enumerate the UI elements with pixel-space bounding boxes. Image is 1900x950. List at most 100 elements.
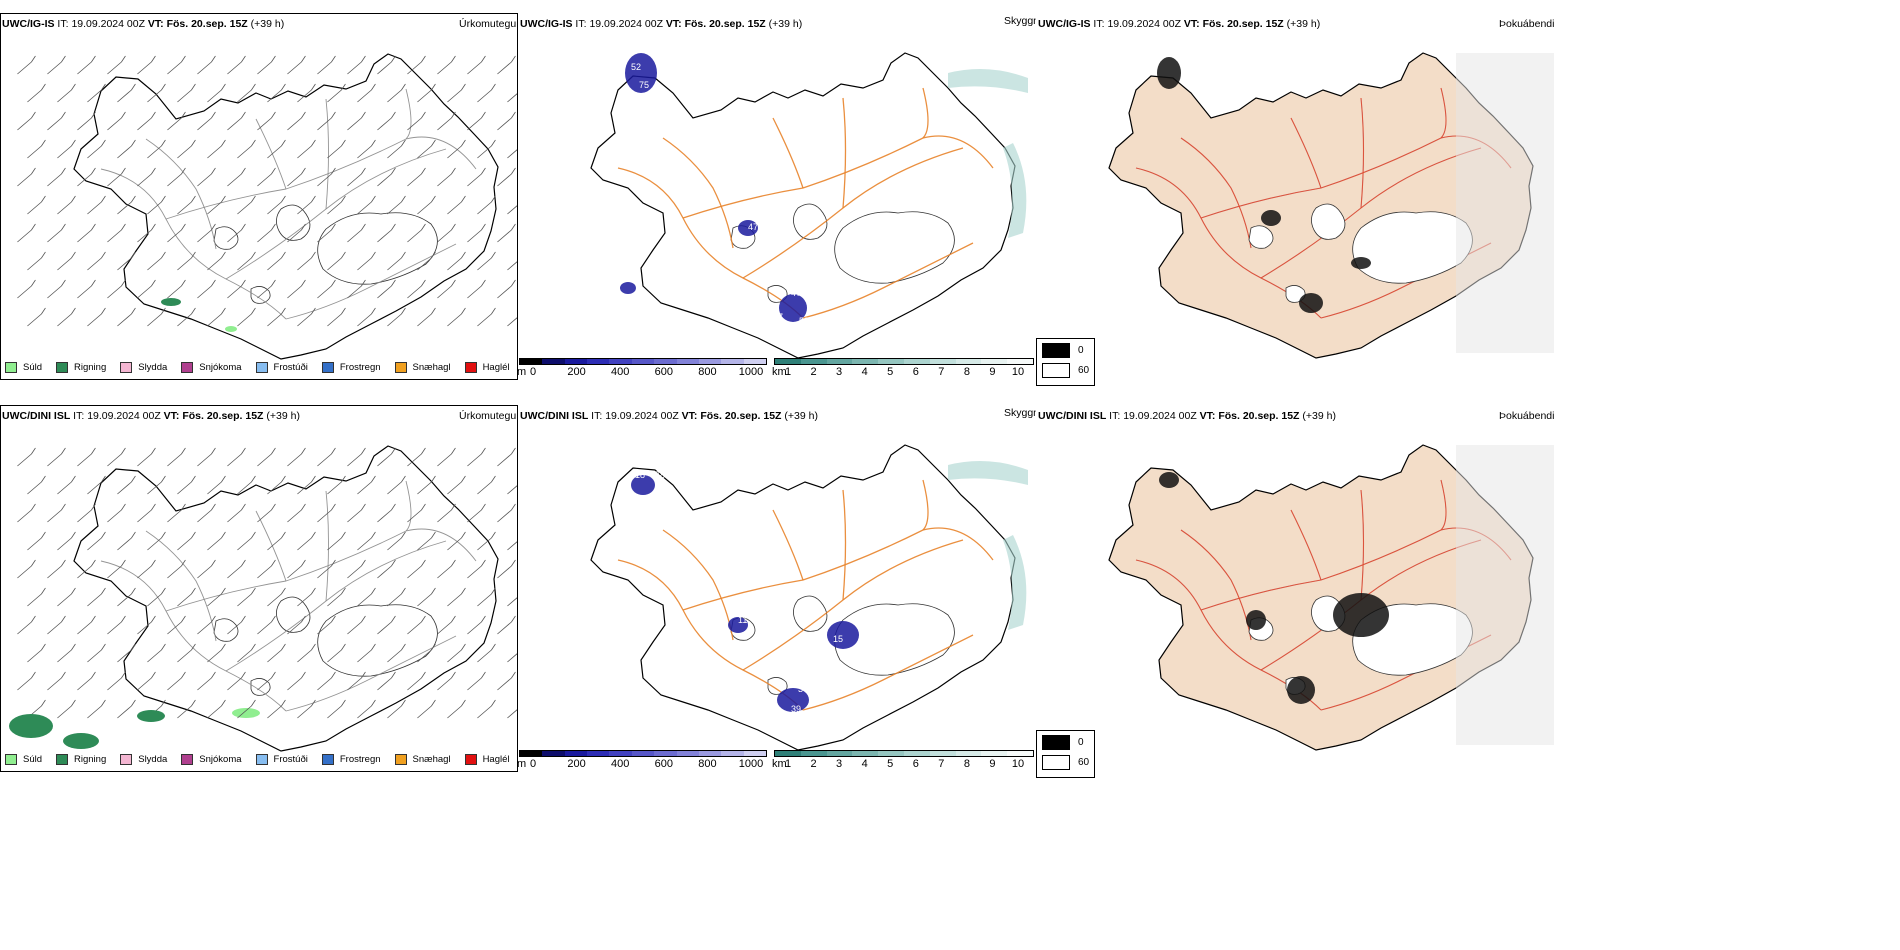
wind-barb bbox=[257, 167, 276, 187]
wind-barb bbox=[297, 251, 316, 271]
wind-barb bbox=[167, 223, 186, 243]
wind-barb bbox=[417, 195, 436, 215]
wind-barb bbox=[117, 531, 136, 551]
road-line bbox=[682, 527, 994, 611]
wind-barb bbox=[47, 279, 66, 299]
colorbar-segment bbox=[654, 751, 677, 756]
wind-barb bbox=[57, 475, 76, 495]
colorbar-tick-label: 1000 bbox=[738, 366, 764, 378]
wind-barb bbox=[137, 447, 156, 467]
wind-barb bbox=[17, 503, 36, 523]
visibility-value-label: 47 bbox=[791, 288, 801, 298]
wind-barb bbox=[327, 139, 346, 159]
colorbar-segment bbox=[981, 751, 1008, 756]
wind-barb bbox=[117, 643, 136, 663]
visibility-panel-ig: 52 75 47 50 47 47 59 bbox=[518, 13, 1036, 380]
wind-barb bbox=[17, 559, 36, 579]
wind-barb bbox=[17, 615, 36, 635]
colorbar-tick-label: 1 bbox=[784, 758, 792, 770]
wind-barb bbox=[467, 447, 486, 467]
wind-barb bbox=[387, 139, 406, 159]
wind-barb bbox=[297, 475, 316, 495]
wind-barb bbox=[257, 223, 276, 243]
road-line bbox=[145, 138, 217, 250]
wind-barb bbox=[177, 531, 196, 551]
colorbar-segment bbox=[676, 751, 699, 756]
colorbar-segment bbox=[800, 359, 827, 364]
wind-barb bbox=[297, 587, 316, 607]
wind-barb bbox=[237, 307, 256, 327]
wind-barb bbox=[57, 699, 76, 719]
precip-legend-label: Rigning bbox=[74, 754, 107, 765]
wind-barb bbox=[507, 205, 517, 215]
wind-barb bbox=[497, 559, 516, 579]
wind-barb bbox=[267, 251, 286, 271]
wind-barb bbox=[407, 615, 426, 635]
wind-barb bbox=[237, 699, 256, 719]
low-visibility-area bbox=[738, 220, 758, 236]
fog-high-swatch bbox=[1042, 343, 1070, 358]
wind-barb bbox=[317, 279, 336, 299]
colorbar-segment bbox=[929, 751, 956, 756]
wind-barb bbox=[497, 167, 516, 187]
wind-barb bbox=[137, 111, 156, 131]
visibility-panel-dini: 18 78 11 15 273 37 39 bbox=[518, 405, 1036, 772]
wind-barb bbox=[207, 139, 226, 159]
wind-barb bbox=[47, 55, 66, 75]
colorbar-tick-label: 10 bbox=[1011, 758, 1025, 770]
wind-barb bbox=[137, 559, 156, 579]
colorbar-segment bbox=[903, 751, 930, 756]
sea-visibility-band bbox=[1003, 143, 1027, 238]
wind-barb bbox=[377, 559, 396, 579]
visibility-map-dini: 18 78 11 15 273 37 39 bbox=[590, 444, 1028, 751]
road-line bbox=[802, 634, 974, 711]
wind-barb bbox=[327, 195, 346, 215]
precip-legend-item: Súld bbox=[5, 362, 42, 373]
precip-legend-label: Snæhagl bbox=[412, 362, 451, 373]
wind-barb bbox=[437, 559, 456, 579]
wind-barb bbox=[467, 167, 486, 187]
wind-barb bbox=[87, 699, 106, 719]
wind-barb bbox=[297, 139, 316, 159]
precip-legend-item: Snæhagl bbox=[394, 754, 451, 765]
wind-barb bbox=[467, 223, 486, 243]
wind-barb bbox=[87, 531, 106, 551]
wind-barb bbox=[447, 251, 466, 271]
wind-barb bbox=[287, 167, 306, 187]
wind-barb bbox=[27, 195, 46, 215]
wind-barb bbox=[467, 279, 486, 299]
wind-barb bbox=[467, 503, 486, 523]
colorbar-segment bbox=[955, 359, 982, 364]
wind-barb bbox=[507, 149, 517, 159]
road-line bbox=[145, 530, 217, 642]
wind-barb bbox=[377, 447, 396, 467]
colorbar-segment bbox=[852, 751, 879, 756]
colorbar-tick-label: 400 bbox=[611, 366, 630, 378]
wind-barb bbox=[147, 83, 166, 103]
wind-barb bbox=[257, 615, 276, 635]
wind-barb bbox=[357, 699, 376, 719]
wind-barb bbox=[117, 139, 136, 159]
wind-barb bbox=[407, 223, 426, 243]
road-line bbox=[405, 480, 412, 532]
wind-barb bbox=[477, 139, 496, 159]
precip-type-panel-ig: Súld Rigning Slydda Snjókoma Frostúði Frostre… bbox=[0, 13, 518, 380]
wind-barb bbox=[117, 699, 136, 719]
glacier-outline bbox=[213, 618, 239, 642]
wind-barb bbox=[137, 167, 156, 187]
wind-barb bbox=[497, 55, 516, 75]
wind-barb bbox=[227, 111, 246, 131]
wind-barb bbox=[57, 643, 76, 663]
visibility-value-label: 11 bbox=[738, 615, 747, 625]
wind-barb bbox=[447, 587, 466, 607]
wind-barb bbox=[197, 447, 216, 467]
precip-legend-item: Frostúði bbox=[255, 362, 308, 373]
wind-barb bbox=[77, 167, 96, 187]
wind-barb bbox=[147, 251, 166, 271]
wind-barb bbox=[327, 531, 346, 551]
wind-barb bbox=[347, 223, 366, 243]
wind-barb bbox=[117, 251, 136, 271]
wind-barb bbox=[177, 587, 196, 607]
wind-barb bbox=[377, 111, 396, 131]
colorbar-tick-label: 400 bbox=[611, 758, 630, 770]
